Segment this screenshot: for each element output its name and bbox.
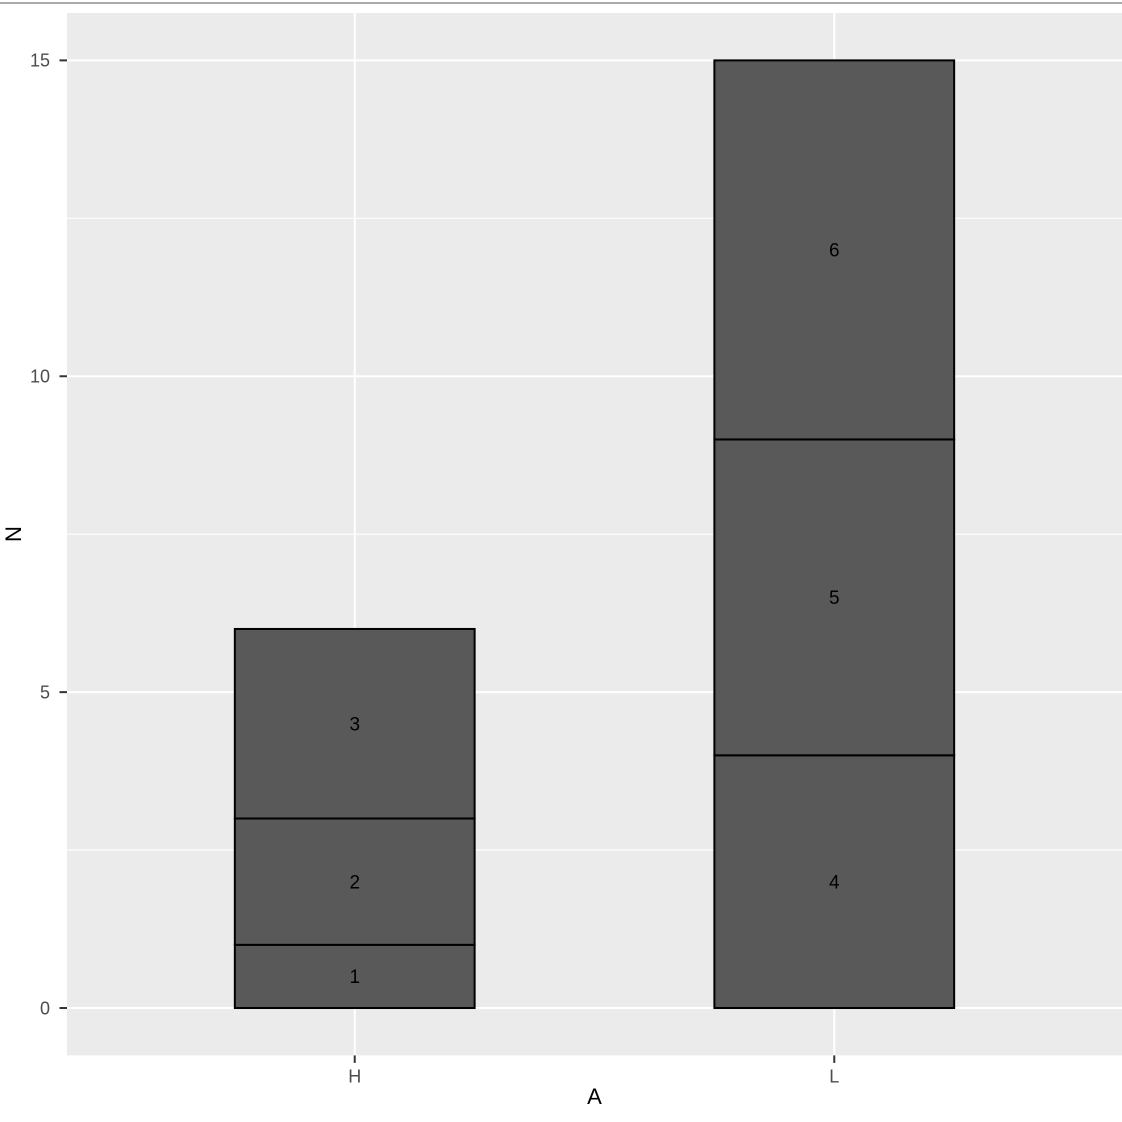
bar-segment (713, 438, 956, 757)
x-axis-title: A (587, 1084, 602, 1109)
bar-segment-label: 5 (829, 588, 840, 609)
y-tick-label: 10 (30, 367, 50, 387)
top-edge-line (0, 2, 1122, 4)
bar-segment (713, 59, 956, 441)
bar-segment (233, 627, 476, 820)
y-tick-label: 0 (40, 998, 50, 1018)
y-tick-label: 5 (40, 682, 50, 702)
bar-segment-label: 6 (829, 241, 840, 262)
x-tick-label: H (348, 1066, 361, 1086)
bar-segment (233, 943, 476, 1010)
y-axis-title: N (1, 526, 26, 542)
bar-segment-label: 1 (349, 967, 360, 988)
y-tick-label: 15 (30, 51, 50, 71)
bar-segment-label: 3 (349, 714, 360, 735)
bar-segment-label: 4 (829, 872, 840, 893)
x-tick-label: L (829, 1066, 839, 1086)
bar-segment-label: 2 (349, 872, 360, 893)
